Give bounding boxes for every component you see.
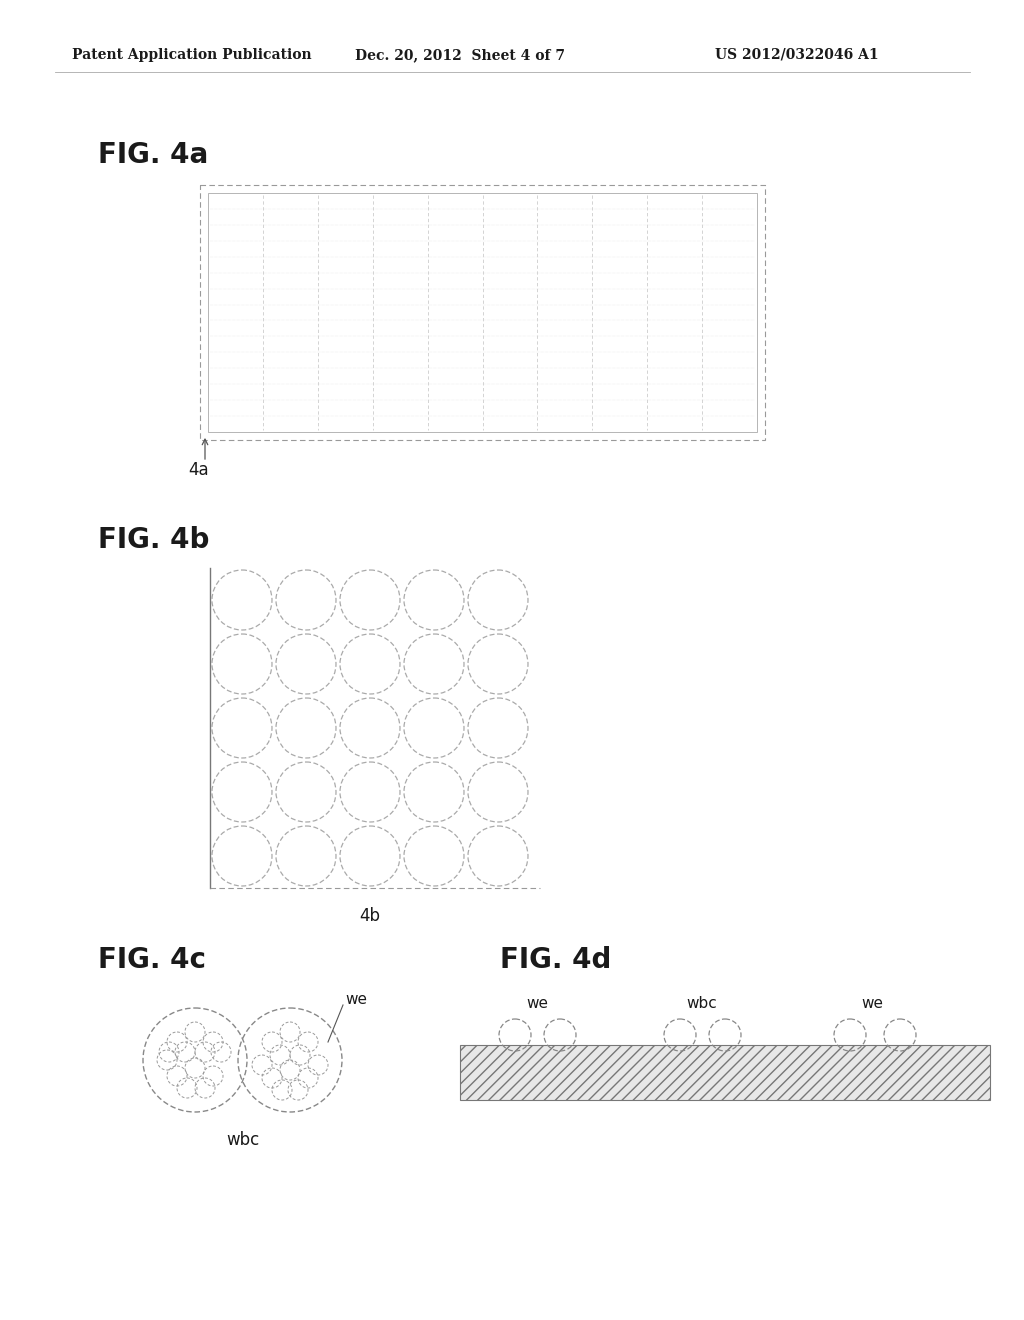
Text: wbc: wbc — [687, 995, 718, 1011]
Text: FIG. 4c: FIG. 4c — [98, 946, 206, 974]
Text: 4a: 4a — [188, 461, 209, 479]
Text: we: we — [526, 995, 548, 1011]
Text: FIG. 4d: FIG. 4d — [500, 946, 611, 974]
Text: FIG. 4b: FIG. 4b — [98, 525, 209, 554]
Text: FIG. 4a: FIG. 4a — [98, 141, 208, 169]
Text: we: we — [861, 995, 883, 1011]
Bar — [200, 185, 765, 440]
Text: Patent Application Publication: Patent Application Publication — [72, 48, 311, 62]
Text: Dec. 20, 2012  Sheet 4 of 7: Dec. 20, 2012 Sheet 4 of 7 — [355, 48, 565, 62]
Text: 4b: 4b — [359, 907, 381, 925]
Text: wbc: wbc — [226, 1131, 259, 1148]
Text: US 2012/0322046 A1: US 2012/0322046 A1 — [715, 48, 879, 62]
Bar — [208, 193, 757, 432]
Bar — [460, 1045, 990, 1100]
Text: we: we — [345, 993, 367, 1007]
